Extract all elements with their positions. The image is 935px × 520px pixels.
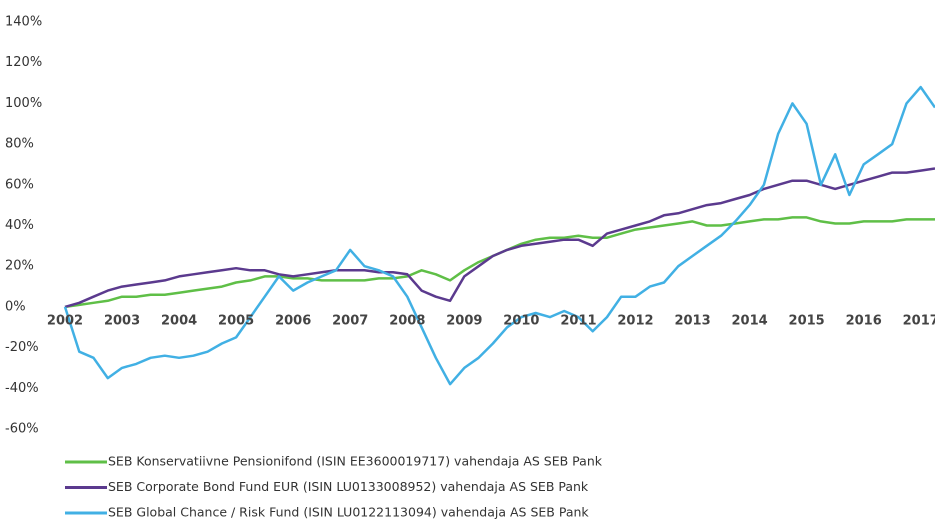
x-tick-label: 2010 [503, 313, 539, 328]
series-line [63, 85, 935, 386]
y-tick-label: -40% [5, 381, 39, 396]
y-tick-label: -20% [5, 340, 39, 355]
series-line [64, 167, 935, 309]
y-tick-label: 80% [5, 137, 34, 152]
x-tick-label: 2012 [617, 313, 653, 328]
x-tick-label: 2017 [903, 313, 935, 328]
x-tick-label: 2004 [161, 313, 197, 328]
y-tick-label: 120% [5, 55, 42, 70]
x-tick-label: 2003 [104, 313, 140, 328]
y-tick-label: 0% [5, 299, 26, 314]
y-tick-label: 40% [5, 218, 34, 233]
x-tick-label: 2008 [389, 313, 425, 328]
x-tick-label: 2016 [846, 313, 882, 328]
x-tick-label: 2015 [789, 313, 825, 328]
x-tick-label: 2013 [674, 313, 710, 328]
y-tick-label: -60% [5, 422, 39, 437]
x-tick-label: 2007 [332, 313, 368, 328]
x-tick-label: 2002 [47, 313, 83, 328]
legend-label: SEB Konservatiivne Pensionifond (ISIN EE… [108, 454, 603, 469]
legend-label: SEB Global Chance / Risk Fund (ISIN LU01… [108, 505, 589, 520]
x-tick-label: 2006 [275, 313, 311, 328]
series-line [64, 216, 935, 309]
legend-label: SEB Corporate Bond Fund EUR (ISIN LU0133… [108, 479, 589, 494]
y-tick-label: 60% [5, 177, 34, 192]
y-tick-label: 100% [5, 96, 42, 111]
x-tick-label: 2009 [446, 313, 482, 328]
y-tick-label: 20% [5, 259, 34, 274]
x-tick-label: 2014 [731, 313, 767, 328]
y-tick-label: 140% [5, 15, 42, 30]
x-tick-label: 2005 [218, 313, 254, 328]
x-tick-label: 2011 [560, 313, 596, 328]
